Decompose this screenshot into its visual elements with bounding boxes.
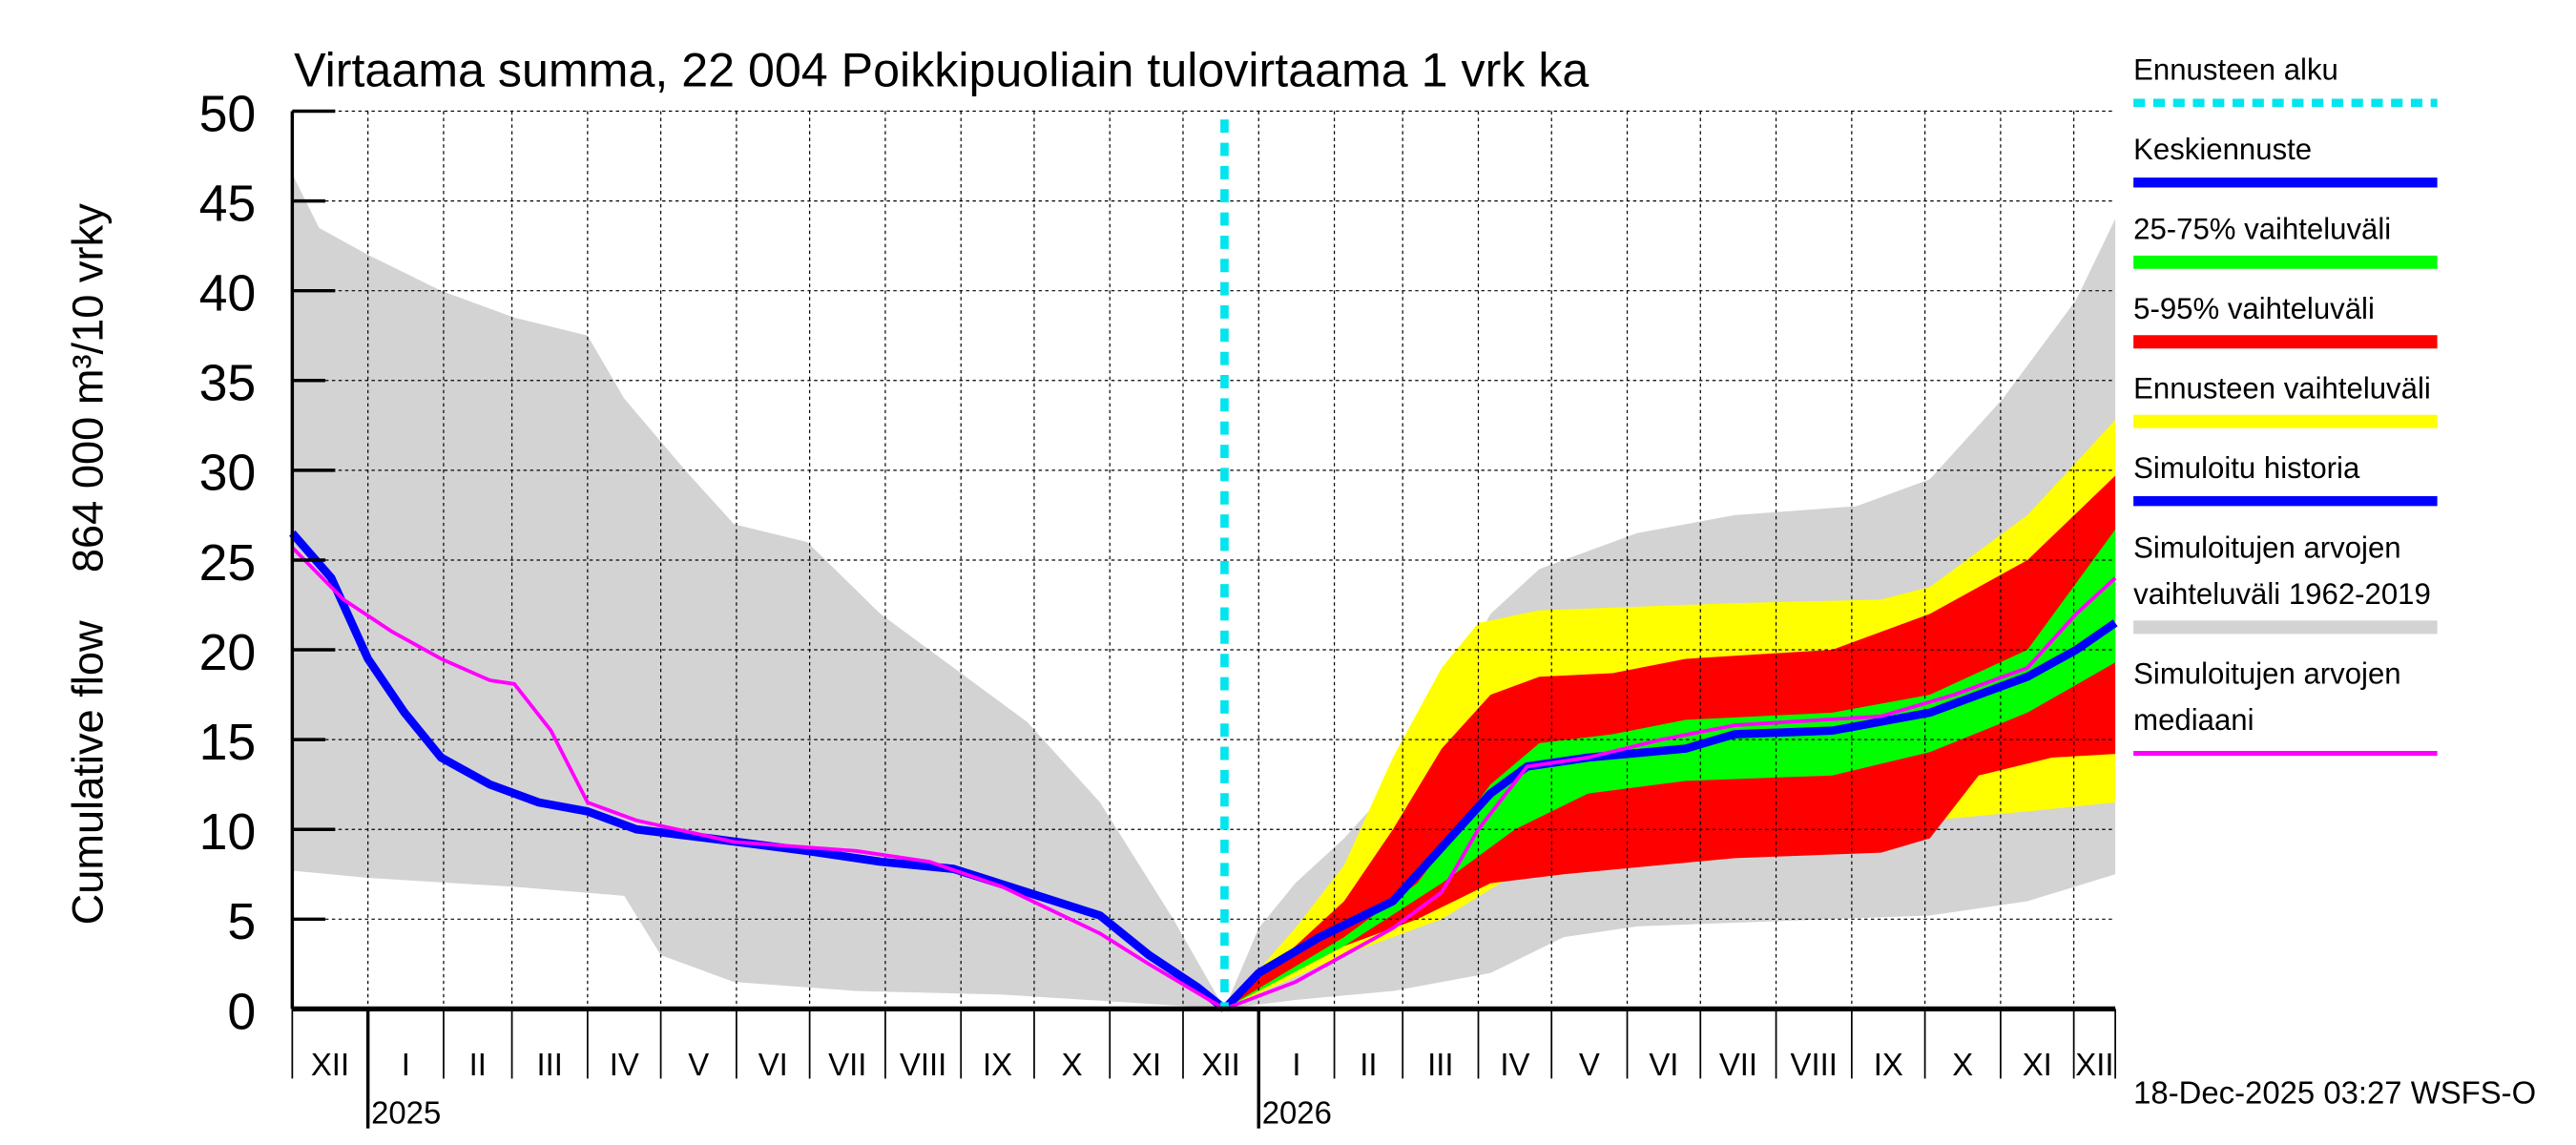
month-label: IX — [983, 1047, 1012, 1082]
month-label: VII — [1719, 1047, 1757, 1082]
legend: Ennusteen alku Keskiennuste 25-75% vaihtel… — [2133, 52, 2438, 757]
y-tick-label: 45 — [199, 175, 257, 232]
month-label: I — [1292, 1047, 1300, 1082]
month-label: XI — [1132, 1047, 1161, 1082]
chart-title: Virtaama summa, 22 004 Poikkipuoliain tu… — [294, 42, 1589, 96]
y-tick-label: 40 — [199, 264, 257, 322]
month-label: V — [688, 1047, 709, 1082]
month-label: II — [1360, 1047, 1377, 1082]
series-2 — [290, 546, 2117, 1011]
y-tick-label: 5 — [227, 893, 256, 950]
legend-label: Ennusteen alku — [2133, 52, 2338, 86]
y-tick-label: 25 — [199, 534, 257, 592]
month-label: VII — [828, 1047, 866, 1082]
footer-timestamp: 18-Dec-2025 03:27 WSFS-O — [2133, 1074, 2536, 1110]
month-label: VIII — [900, 1047, 946, 1082]
month-label: VI — [1649, 1047, 1678, 1082]
bands — [292, 174, 2116, 1010]
month-label: XII — [311, 1047, 349, 1082]
legend-label: Simuloitujen arvojen — [2133, 656, 2400, 690]
legend-label: vaihteluväli 1962-2019 — [2133, 577, 2431, 611]
month-label: II — [469, 1047, 487, 1082]
band-0 — [292, 174, 2116, 1010]
y-tick-label: 10 — [199, 803, 257, 861]
month-label: XII — [1202, 1047, 1240, 1082]
month-label: IV — [610, 1047, 639, 1082]
month-label: I — [402, 1047, 410, 1082]
year-label: 2025 — [371, 1094, 441, 1130]
y-tick-label: 0 — [227, 983, 256, 1040]
y-tick-label: 30 — [199, 445, 257, 502]
month-label: IV — [1500, 1047, 1529, 1082]
legend-label: Simuloitujen arvojen — [2133, 531, 2400, 564]
month-label: VI — [758, 1047, 788, 1082]
month-label: X — [1952, 1047, 1973, 1082]
month-label: X — [1062, 1047, 1083, 1082]
legend-label: Ennusteen vaihteluväli — [2133, 371, 2431, 405]
band-3 — [1224, 529, 2116, 1010]
month-label: XII — [2075, 1047, 2113, 1082]
series-0 — [289, 530, 1228, 1012]
legend-label: mediaani — [2133, 703, 2254, 737]
month-label: VIII — [1791, 1047, 1838, 1082]
y-tick-label: 50 — [199, 85, 257, 142]
legend-label: Keskiennuste — [2133, 133, 2312, 166]
y-tick-label: 35 — [199, 355, 257, 412]
legend-label: Simuloitu historia — [2133, 451, 2360, 485]
legend-label: 25-75% vaihteluväli — [2133, 212, 2391, 245]
series-lines — [289, 119, 2118, 1012]
y-axis-label: Cumulative flow 864 000 m³/10 vrky — [63, 203, 112, 926]
month-label: V — [1579, 1047, 1600, 1082]
legend-label: 5-95% vaihteluväli — [2133, 292, 2375, 325]
year-label: 2026 — [1262, 1094, 1332, 1130]
series-1 — [1221, 619, 2118, 1012]
month-label: III — [537, 1047, 563, 1082]
month-label: IX — [1874, 1047, 1903, 1082]
y-tick-label: 20 — [199, 624, 257, 681]
y-tick-label: 15 — [199, 714, 257, 771]
month-label: III — [1427, 1047, 1453, 1082]
month-label: XI — [2023, 1047, 2052, 1082]
